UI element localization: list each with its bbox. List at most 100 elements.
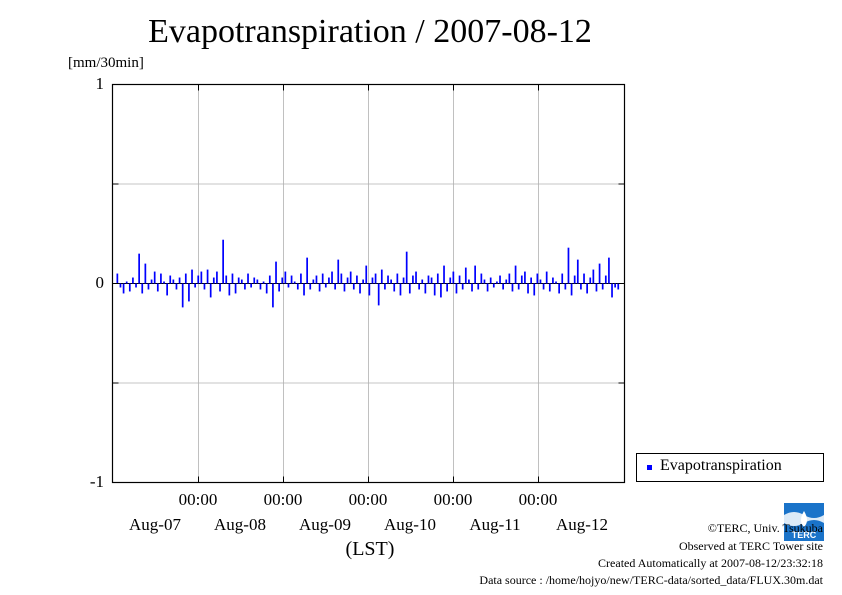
bar — [418, 283, 420, 290]
bar — [281, 277, 284, 284]
bar — [125, 281, 128, 284]
bar — [331, 271, 333, 284]
bar — [172, 279, 175, 284]
bar — [598, 263, 601, 284]
bar — [160, 273, 162, 284]
bar — [583, 273, 585, 284]
x-tick-time-2: 00:00 — [263, 490, 303, 509]
bar — [502, 283, 504, 290]
bar — [303, 283, 305, 296]
bar — [309, 283, 312, 290]
bar — [520, 275, 523, 284]
x-date-label-aug09: Aug-09 — [299, 515, 351, 534]
grid-lines — [112, 84, 625, 483]
bar — [524, 271, 526, 284]
bar — [558, 283, 560, 294]
y-tick-label-bottom: -1 — [89, 472, 104, 491]
bar — [156, 283, 159, 292]
bar — [455, 283, 458, 294]
bar — [147, 283, 150, 290]
x-tick-time-1: 00:00 — [178, 490, 218, 509]
bar-series — [116, 239, 620, 308]
bar — [517, 283, 520, 290]
bar — [402, 277, 405, 284]
bar — [489, 277, 492, 284]
bar — [486, 283, 489, 292]
bar — [458, 275, 461, 284]
bar — [328, 277, 330, 284]
svg-text:TERC: TERC — [792, 530, 817, 540]
bar — [405, 251, 408, 284]
bar — [514, 265, 517, 284]
bar — [527, 283, 529, 294]
bar — [116, 273, 119, 284]
y-tick-label-top: 1 — [95, 74, 105, 93]
credit-created: Created Automatically at 2007-08-12/23:3… — [598, 556, 823, 570]
bar — [368, 283, 371, 296]
bar — [449, 277, 452, 284]
bar — [166, 283, 168, 296]
bar — [275, 261, 277, 284]
legend: Evapotranspiration — [636, 453, 824, 482]
bar — [446, 283, 448, 292]
x-tick-time-5: 00:00 — [518, 490, 558, 509]
bar — [340, 273, 343, 284]
bar — [334, 283, 336, 290]
bar — [377, 283, 380, 306]
bar — [250, 283, 252, 288]
legend-label: Evapotranspiration — [660, 457, 782, 474]
bar — [408, 283, 411, 294]
bar — [589, 277, 592, 284]
bar — [321, 273, 324, 284]
bar — [253, 277, 256, 284]
bar — [384, 283, 386, 290]
x-tick-time-3: 00:00 — [348, 490, 388, 509]
bar — [452, 271, 455, 284]
bar — [265, 283, 268, 294]
bar — [312, 279, 315, 284]
bar — [272, 283, 274, 308]
bar — [508, 273, 511, 284]
bar — [150, 279, 153, 284]
bar — [324, 283, 327, 288]
bar — [234, 283, 237, 294]
bar — [200, 271, 203, 284]
bar — [480, 273, 483, 284]
bar — [430, 277, 433, 284]
bar — [474, 265, 476, 284]
bar — [163, 281, 165, 284]
bar — [178, 277, 181, 284]
y-tick-label-zero: 0 — [95, 273, 105, 292]
bar — [530, 277, 532, 284]
bar — [284, 271, 287, 284]
bar — [608, 257, 610, 284]
bar — [203, 283, 206, 290]
bar — [362, 279, 364, 284]
bar — [611, 283, 613, 298]
bar — [576, 259, 579, 284]
bar — [371, 277, 374, 284]
bar — [595, 283, 598, 292]
bar — [436, 273, 439, 284]
bar — [359, 283, 361, 294]
bar — [561, 273, 564, 284]
bar — [222, 239, 224, 284]
bar — [256, 279, 259, 284]
bar — [483, 279, 486, 284]
bar — [135, 283, 137, 288]
bar — [175, 283, 178, 290]
bar — [464, 267, 467, 284]
bar — [188, 283, 190, 302]
bar — [555, 281, 557, 284]
bar — [138, 253, 140, 284]
bar — [461, 283, 464, 290]
bar — [443, 265, 445, 284]
bar — [573, 275, 576, 284]
bar — [259, 283, 262, 290]
y-axis-unit: [mm/30min] — [68, 55, 144, 71]
bar — [374, 273, 377, 284]
bar — [601, 283, 604, 290]
credit-observed: Observed at TERC Tower site — [678, 539, 823, 553]
bar — [387, 275, 389, 284]
bar — [477, 283, 480, 290]
